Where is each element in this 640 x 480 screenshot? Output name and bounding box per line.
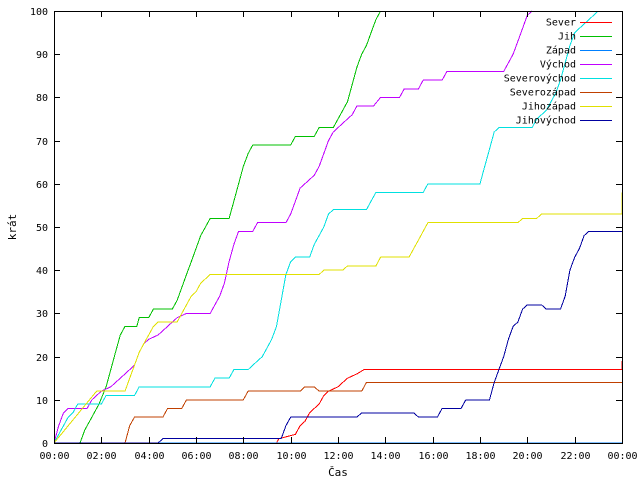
legend-label: Jih (558, 32, 576, 43)
x-axis-label: Čas (328, 466, 348, 479)
x-tick-label: 10:00 (276, 451, 306, 462)
series-line-6 (54, 382, 622, 444)
legend-label: Jihozápad (522, 101, 576, 113)
x-tick-label: 02:00 (86, 451, 116, 462)
x-tick-label: 12:00 (323, 451, 353, 462)
y-tick-label: 70 (36, 137, 48, 148)
y-tick-label: 0 (42, 439, 48, 450)
series-line-2 (54, 10, 382, 444)
y-tick-label: 40 (36, 266, 48, 277)
series-line-1 (54, 360, 623, 444)
series-line-4 (54, 10, 533, 444)
y-tick-label: 20 (36, 353, 48, 364)
y-tick-label: 100 (30, 7, 48, 18)
legend-label: Jihovýchod (516, 115, 576, 127)
x-tick-label: 00:00 (39, 451, 69, 462)
x-tick-label: 04:00 (134, 451, 164, 462)
y-axis-label: krát (6, 214, 19, 241)
y-tick-label: 60 (36, 180, 48, 191)
y-tick-label: 90 (36, 50, 48, 61)
ticks-layer: 0 10 20 30 40 50 60 70 80 90 100 00:00 02:00 04:00 06:… (30, 7, 638, 462)
x-tick-label: 22:00 (560, 451, 590, 462)
y-tick-label: 50 (36, 223, 48, 234)
legend-label: Severovýchod (504, 73, 576, 85)
series-line-5 (54, 10, 599, 444)
x-tick-label: 16:00 (418, 451, 448, 462)
x-tick-label: 00:00 (607, 451, 637, 462)
y-tick-label: 30 (36, 309, 48, 320)
legend-label: Sever (546, 18, 576, 29)
x-tick-label: 20:00 (512, 451, 542, 462)
series-line-7 (54, 192, 623, 444)
y-tick-label: 80 (36, 93, 48, 104)
series-line-8 (54, 230, 622, 444)
legend-label: Západ (546, 45, 576, 57)
x-tick-label: 18:00 (465, 451, 495, 462)
y-tick-label: 10 (36, 396, 48, 407)
legend-label: Východ (540, 59, 576, 71)
x-tick-label: 06:00 (181, 451, 211, 462)
legend-label: Severozápad (510, 87, 576, 99)
legend: Sever Jih Západ Východ Severovýchod Severozáp… (504, 18, 612, 127)
x-tick-label: 08:00 (228, 451, 258, 462)
x-tick-label: 14:00 (370, 451, 400, 462)
